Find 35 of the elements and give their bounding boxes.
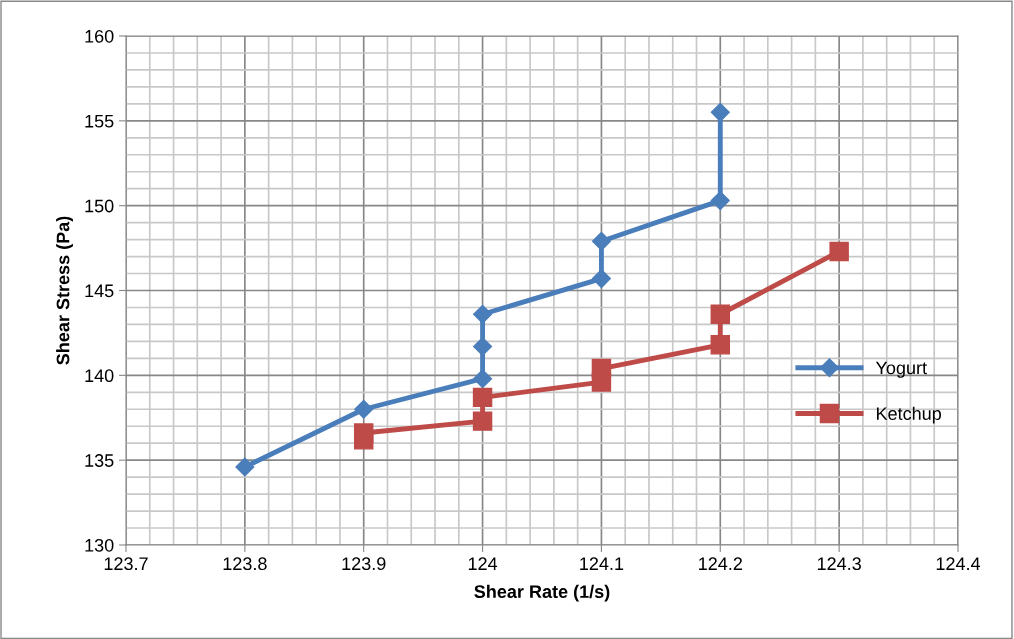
point: [710, 304, 731, 324]
legend-label: Ketchup: [876, 406, 941, 424]
x-tick-label: 123.8: [223, 557, 267, 571]
y-tick-label: 135: [85, 454, 114, 467]
x-tick-label: 124.4: [936, 557, 981, 570]
x-tick-label: 124.3: [817, 557, 861, 571]
x-tick-label: 123.7: [104, 557, 148, 571]
point: [353, 423, 374, 443]
x-tick-label: 124.1: [580, 557, 624, 570]
point: [473, 304, 493, 324]
y-axis-title: Shear Stress (Pa): [56, 216, 73, 365]
point: [829, 241, 849, 262]
y-tick-label: 145: [85, 284, 114, 298]
y-tick-label: 160: [85, 29, 114, 43]
point: [235, 457, 255, 477]
point: [473, 369, 493, 389]
y-tick-label: 130: [85, 538, 114, 552]
point: [591, 269, 611, 289]
point: [710, 335, 731, 355]
x-tick-label: 124.2: [699, 557, 742, 570]
point: [354, 399, 374, 419]
point: [591, 231, 611, 251]
y-tick-label: 150: [85, 199, 114, 213]
point: [473, 336, 493, 357]
point: [472, 387, 493, 408]
point: [472, 411, 493, 431]
y-tick-label: 155: [85, 114, 114, 128]
legend-label: Yogurt: [875, 361, 927, 378]
point: [710, 191, 730, 211]
y-tick-label: 140: [85, 369, 114, 383]
x-tick-label: 123.9: [342, 557, 386, 571]
point: [591, 358, 612, 379]
x-axis-title: Shear Rate (1/s): [474, 584, 610, 602]
point: [710, 102, 730, 122]
x-tick-label: 124: [468, 557, 498, 570]
